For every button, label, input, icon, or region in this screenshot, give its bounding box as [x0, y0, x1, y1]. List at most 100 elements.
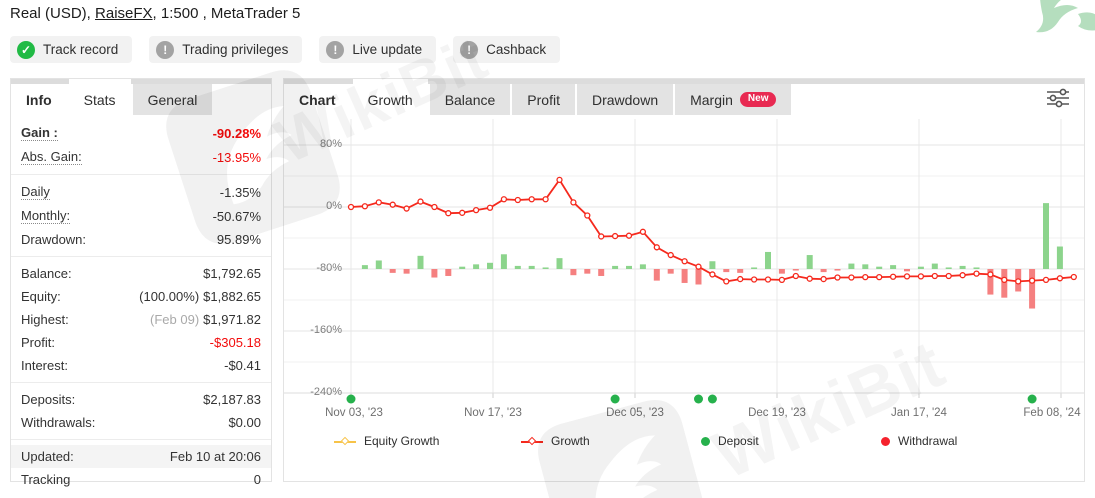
tab-label: Margin	[690, 91, 733, 108]
stats-panel-tabs: Info Stats General	[11, 79, 271, 115]
stat-label[interactable]: Monthly:	[21, 208, 71, 224]
stat-row-balance: Balance: $1,792.65	[11, 262, 271, 285]
tab-info[interactable]: Info	[11, 84, 67, 115]
y-tick: 80%	[319, 138, 342, 150]
stat-value-prefix: (100.00%)	[139, 289, 200, 304]
tab-profit[interactable]: Profit	[512, 84, 575, 115]
badge-live-update[interactable]: ! Live update	[319, 36, 437, 63]
x-tick: Feb 08, '24	[1023, 407, 1081, 419]
stat-row-daily: Daily -1.35%	[11, 180, 271, 204]
watermark-eagle-icon	[1036, 0, 1095, 33]
legend-item-growth[interactable]: Growth	[521, 434, 590, 448]
legend-line-marker-icon	[521, 436, 543, 446]
exclamation-circle-icon: !	[460, 40, 479, 59]
stat-label: Profit:	[21, 335, 55, 350]
x-tick: Nov 03, '23	[325, 407, 383, 419]
tab-balance[interactable]: Balance	[429, 84, 511, 115]
stat-row-highest: Highest: (Feb 09) $1,971.82	[11, 308, 271, 331]
badge-label: Live update	[352, 42, 423, 57]
stat-row-monthly: Monthly: -50.67%	[11, 204, 271, 228]
chart-panel: Chart Growth Balance Profit Drawdown Margin N…	[283, 78, 1085, 482]
account-meta: , 1:500 , MetaTrader 5	[152, 5, 301, 22]
stat-value-number: $1,792.65	[203, 266, 261, 281]
stat-row-withdrawals: Withdrawals: $0.00	[11, 411, 271, 434]
divider	[11, 439, 271, 440]
badge-cashback[interactable]: ! Cashback	[453, 36, 561, 63]
y-tick: -240%	[310, 386, 342, 398]
stat-label: Drawdown:	[21, 232, 87, 247]
stat-row-deposits: Deposits: $2,187.83	[11, 388, 271, 411]
tab-label: Stats	[83, 91, 116, 108]
stat-value: $1,792.65	[203, 266, 261, 281]
chart-panel-tabs: Chart Growth Balance Profit Drawdown Margin N…	[284, 79, 1084, 115]
broker-link[interactable]: RaiseFX	[95, 5, 153, 22]
legend-label: Deposit	[718, 434, 759, 448]
legend-item-deposit[interactable]: Deposit	[701, 434, 759, 448]
stat-value-prefix: (Feb 09)	[150, 312, 200, 327]
tab-label: Balance	[444, 91, 496, 108]
tab-general[interactable]: General	[132, 84, 213, 115]
stat-value: -50.67%	[213, 209, 261, 224]
tab-margin[interactable]: Margin New	[675, 84, 792, 115]
badge-trading-privileges[interactable]: ! Trading privileges	[149, 36, 303, 63]
legend-dot-icon	[701, 436, 710, 446]
legend-dot-icon	[881, 436, 890, 446]
legend-label: Growth	[551, 434, 590, 448]
tab-label: Info	[26, 91, 52, 108]
growth-chart-plot	[284, 119, 1084, 404]
check-circle-icon: ✓	[17, 40, 35, 59]
stat-label: Tracking	[21, 472, 71, 487]
stats-list: Gain : -90.28% Abs. Gain: -13.95% Daily -1.35…	[11, 115, 271, 491]
legend-label: Withdrawal	[898, 434, 958, 448]
stat-label: Equity:	[21, 289, 61, 304]
badge-label: Cashback	[486, 42, 547, 57]
stat-row-drawdown: Drawdown: 95.89%	[11, 228, 271, 251]
x-tick: Jan 17, '24	[891, 407, 947, 419]
new-badge: New	[739, 92, 777, 107]
stat-row-updated: Updated: Feb 10 at 20:06	[11, 445, 271, 468]
page-title: Real (USD), RaiseFX, 1:500 , MetaTrader …	[10, 5, 300, 22]
stats-panel: Info Stats General Gain : -90.28% Abs. Gain:…	[10, 78, 272, 487]
chart-section-label: Chart	[284, 84, 351, 115]
chart-filter-icon[interactable]	[1044, 87, 1072, 114]
x-tick: Dec 05, '23	[606, 407, 664, 419]
tab-drawdown[interactable]: Drawdown	[576, 84, 674, 115]
x-tick: Dec 19, '23	[748, 407, 806, 419]
tab-stats[interactable]: Stats	[68, 79, 131, 115]
stat-label[interactable]: Gain :	[21, 125, 58, 141]
stat-value: -1.35%	[220, 185, 261, 200]
badge-label: Trading privileges	[182, 42, 289, 57]
stat-value: -90.28%	[213, 126, 261, 141]
account-type: Real (USD),	[10, 5, 96, 22]
divider	[11, 382, 271, 383]
stat-label: Interest:	[21, 358, 68, 373]
stat-value: $2,187.83	[203, 392, 261, 407]
tab-growth[interactable]: Growth	[352, 79, 428, 115]
badge-track-record[interactable]: ✓ Track record	[10, 36, 133, 63]
y-tick: 0%	[326, 200, 342, 212]
legend-item-equity-growth[interactable]: Equity Growth	[334, 434, 439, 448]
growth-chart: 80% 0% -80% -160% -240% Nov 03, '23 Nov 17, '…	[284, 115, 1084, 481]
legend-label: Equity Growth	[364, 434, 440, 448]
legend-line-marker-icon	[334, 436, 356, 446]
stat-value: -$305.18	[210, 335, 261, 350]
stat-row-gain: Gain : -90.28%	[11, 121, 271, 145]
stat-value-number: -$0.41	[224, 358, 261, 373]
tab-label: General	[147, 91, 198, 108]
stat-label[interactable]: Abs. Gain:	[21, 149, 82, 165]
stat-value-number: $0.00	[228, 415, 261, 430]
stat-value: -$0.41	[224, 358, 261, 373]
legend-item-withdrawal[interactable]: Withdrawal	[881, 434, 957, 448]
stat-value: (100.00%) $1,882.65	[139, 289, 261, 304]
y-tick: -80%	[316, 262, 342, 274]
x-tick: Nov 17, '23	[464, 407, 522, 419]
stat-value-number: -1.35%	[219, 184, 261, 200]
stat-label: Balance:	[21, 266, 72, 281]
stat-value-number: -13.95%	[212, 149, 261, 165]
badge-label: Track record	[43, 42, 119, 57]
stat-value-number: $2,187.83	[203, 392, 261, 407]
stat-label[interactable]: Daily	[21, 184, 50, 200]
stat-value-number: -90.28%	[212, 125, 261, 141]
stat-value: $0.00	[228, 415, 261, 430]
stat-value: 0	[254, 472, 261, 487]
